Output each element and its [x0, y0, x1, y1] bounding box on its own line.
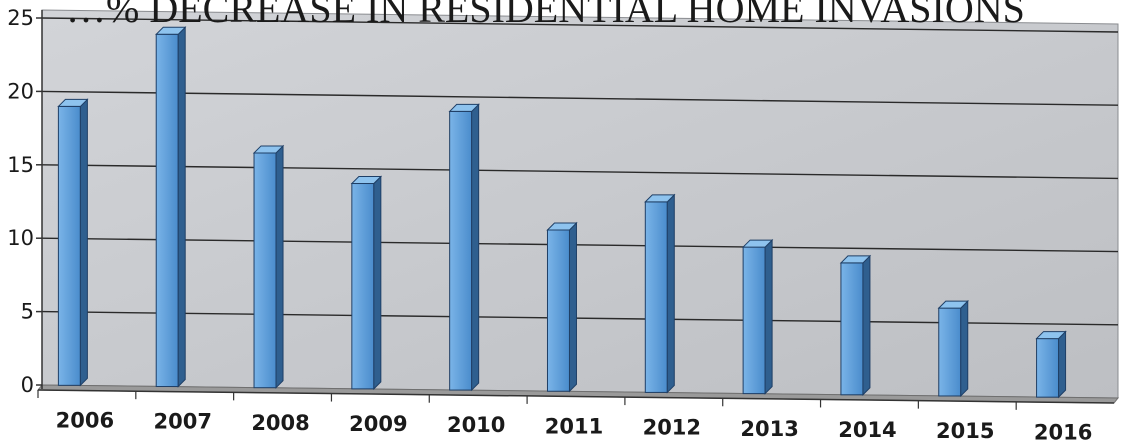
y-tick-label: 10: [7, 226, 34, 250]
bar-side: [666, 193, 675, 394]
bar-top: [741, 239, 774, 248]
bar: [546, 221, 578, 393]
bar-top: [350, 176, 383, 185]
bar-side: [568, 221, 577, 393]
bars: [57, 26, 1067, 399]
gridline: [41, 90, 1119, 106]
x-tick-label: 2012: [643, 416, 701, 440]
axes: [37, 10, 1115, 404]
x-tick-label: 2014: [838, 418, 896, 442]
bar-side: [471, 103, 480, 392]
bar: [448, 103, 480, 392]
bar-side: [275, 144, 284, 389]
bar-top: [57, 98, 89, 107]
bar-top: [1035, 331, 1067, 340]
bar-front: [1036, 338, 1060, 398]
bar-front: [57, 105, 81, 386]
x-tick-label: 2011: [545, 414, 603, 438]
x-tick-label: 2009: [349, 412, 407, 436]
bar-side: [764, 238, 773, 395]
bar-side: [373, 175, 382, 391]
bar: [937, 299, 969, 398]
bar: [57, 98, 89, 387]
bar-front: [351, 183, 375, 390]
bar-front: [155, 33, 179, 388]
x-tick-label: 2008: [251, 411, 309, 435]
bar-top: [448, 103, 480, 112]
x-tick-label: 2010: [447, 413, 505, 437]
bar-side: [79, 98, 88, 387]
bar-side: [177, 26, 186, 388]
y-axis-ticks: 0 5 10 15 20 25: [7, 6, 42, 397]
bar-side: [862, 254, 871, 396]
bar-top: [546, 222, 578, 231]
x-axis-line: [37, 389, 1115, 404]
bar: [350, 175, 383, 391]
bar: [155, 26, 187, 388]
bar-top: [937, 300, 969, 309]
bar: [1035, 330, 1067, 399]
y-tick-label: 15: [7, 153, 34, 177]
gridline: [41, 237, 1119, 253]
bar: [252, 144, 285, 389]
bar-front: [449, 110, 473, 391]
x-tick-label: 2006: [56, 409, 114, 433]
x-tick-label: 2013: [740, 417, 798, 441]
bar: [644, 193, 676, 394]
bar-front: [938, 307, 962, 397]
bar-front: [253, 152, 277, 389]
bar-side: [1058, 330, 1067, 399]
bar-front: [742, 246, 766, 395]
bar-top: [252, 145, 285, 154]
x-axis-ticks: 2006 2007 2008 2009 2010 2011 2012 2013 2014 2015…: [37, 390, 1092, 443]
bar-top: [155, 26, 187, 35]
bar: [839, 254, 872, 396]
chart-title: …% DECREASE IN RESIDENTIAL HOME INVASION…: [66, 0, 1025, 31]
y-tick-label: 0: [21, 373, 34, 397]
y-tick-label: 5: [21, 300, 34, 324]
bar-top: [839, 255, 872, 264]
bar-top: [644, 194, 676, 203]
gridline: [41, 164, 1119, 180]
gridline: [41, 17, 1119, 33]
bar-front: [644, 201, 668, 393]
bar-front: [546, 229, 570, 392]
bar: [741, 238, 774, 395]
y-tick-label: 25: [7, 6, 34, 30]
bar-side: [960, 299, 969, 398]
x-tick-label: 2015: [936, 419, 994, 443]
bar-front: [840, 262, 864, 396]
x-tick-label: 2016: [1034, 420, 1092, 443]
x-tick-label: 2007: [154, 410, 212, 434]
y-tick-label: 20: [7, 79, 34, 103]
gridlines: [41, 17, 1119, 326]
